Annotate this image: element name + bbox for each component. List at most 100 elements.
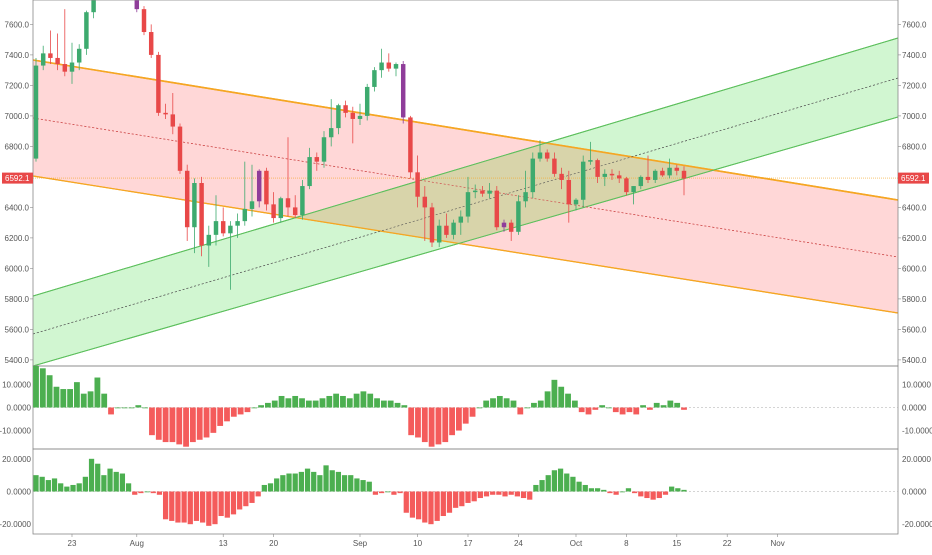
histogram-bar	[87, 391, 94, 408]
candle-body	[321, 137, 327, 162]
histogram-bar	[237, 407, 244, 415]
histogram-bar	[196, 407, 203, 440]
y-tick-label-left: 6800.0	[5, 142, 30, 151]
candle-body	[256, 170, 262, 202]
candle-body	[422, 196, 428, 208]
candle	[163, 103, 168, 119]
candle-body	[631, 186, 636, 193]
candle-body	[465, 192, 471, 217]
histogram-bar	[348, 475, 354, 492]
price-tag-right-text: 6592.1	[901, 174, 926, 183]
histogram-bar	[667, 400, 674, 408]
candle	[33, 57, 39, 162]
histogram-bar	[187, 491, 193, 525]
histogram-bar	[675, 488, 681, 492]
histogram-bar	[217, 407, 224, 426]
candle-body	[667, 167, 672, 176]
histogram-bar	[476, 407, 483, 409]
candle-body	[364, 86, 370, 116]
histogram-bar	[258, 405, 264, 408]
x-tick-label: Nov	[770, 539, 784, 548]
histogram-bar	[533, 484, 539, 492]
histogram-bar	[638, 491, 644, 497]
histogram-bar	[517, 407, 524, 415]
candle	[573, 198, 579, 211]
candle-body	[235, 221, 240, 226]
candle-body	[501, 222, 507, 228]
candle	[458, 210, 464, 235]
candle-body	[609, 173, 615, 176]
x-tick-label: Oct	[570, 539, 583, 548]
histogram-bar	[524, 407, 531, 409]
osc-tick-label-left: 20.0000	[2, 455, 31, 464]
y-tick-label-right: 7000.0	[902, 112, 927, 121]
histogram-bar	[531, 402, 537, 408]
histogram-bar	[496, 491, 502, 495]
candle-body	[48, 53, 53, 58]
candle-body	[314, 157, 320, 162]
y-tick-label-right: 7200.0	[902, 81, 927, 90]
candle	[285, 137, 291, 217]
histogram-bar	[317, 475, 323, 492]
histogram-bar	[644, 491, 650, 499]
y-tick-label-left: 7000.0	[5, 112, 30, 121]
histogram-bar	[128, 407, 135, 409]
candle	[595, 158, 600, 183]
y-tick-label-left: 7400.0	[5, 51, 30, 60]
candle-body	[645, 176, 651, 180]
histogram-bar	[46, 375, 53, 408]
candle	[465, 176, 471, 223]
histogram-bar	[88, 458, 95, 492]
candle	[62, 9, 68, 77]
histogram-bar	[385, 491, 391, 493]
y-tick-label-right: 5600.0	[902, 325, 927, 334]
candle	[660, 167, 665, 177]
histogram-bar	[74, 382, 80, 408]
candlestick-series	[33, 0, 687, 290]
histogram-bar	[606, 407, 612, 409]
histogram-bar	[592, 407, 599, 410]
candle-body	[213, 221, 219, 235]
histogram-bar	[108, 407, 114, 415]
histogram-bar	[206, 491, 212, 526]
x-tick-label: 10	[413, 539, 422, 548]
y-tick-label-left: 6200.0	[5, 234, 30, 243]
histogram-bar	[380, 400, 387, 408]
candle-body	[328, 128, 334, 138]
y-tick-label-left: 5400.0	[5, 356, 30, 365]
candle-body	[91, 0, 96, 13]
candle-body	[220, 221, 226, 234]
candle	[667, 158, 672, 179]
candle	[530, 152, 536, 199]
histogram-bar	[570, 476, 576, 492]
candle	[523, 170, 528, 208]
y-tick-label-right: 5400.0	[902, 356, 927, 365]
histogram-bar	[416, 491, 422, 520]
candle-body	[177, 126, 183, 171]
candle	[69, 42, 75, 84]
histogram-bar	[626, 407, 633, 413]
osc-tick-label-left: 0.0000	[7, 404, 32, 413]
histogram-bar	[82, 476, 88, 492]
histogram-bar	[278, 395, 285, 408]
histogram-bar	[224, 407, 230, 422]
histogram-bar	[149, 407, 155, 436]
candle-body	[580, 161, 586, 200]
candle	[235, 213, 240, 238]
candle-body	[602, 173, 608, 177]
histogram-bar	[114, 407, 121, 409]
candle	[609, 169, 615, 180]
y-tick-label-right: 7600.0	[902, 20, 927, 29]
candle	[408, 115, 413, 179]
histogram-bar	[51, 478, 58, 492]
histogram-bar	[387, 400, 394, 408]
candle-body	[674, 167, 680, 171]
histogram-bar	[625, 488, 632, 492]
histogram-bar	[333, 393, 340, 408]
candle	[580, 155, 586, 208]
histogram-bar	[490, 398, 496, 408]
histogram-bar	[428, 407, 435, 447]
candle-body	[206, 234, 212, 246]
osc-tick-label-left: 10.0000	[2, 380, 31, 389]
candle-body	[523, 192, 528, 202]
